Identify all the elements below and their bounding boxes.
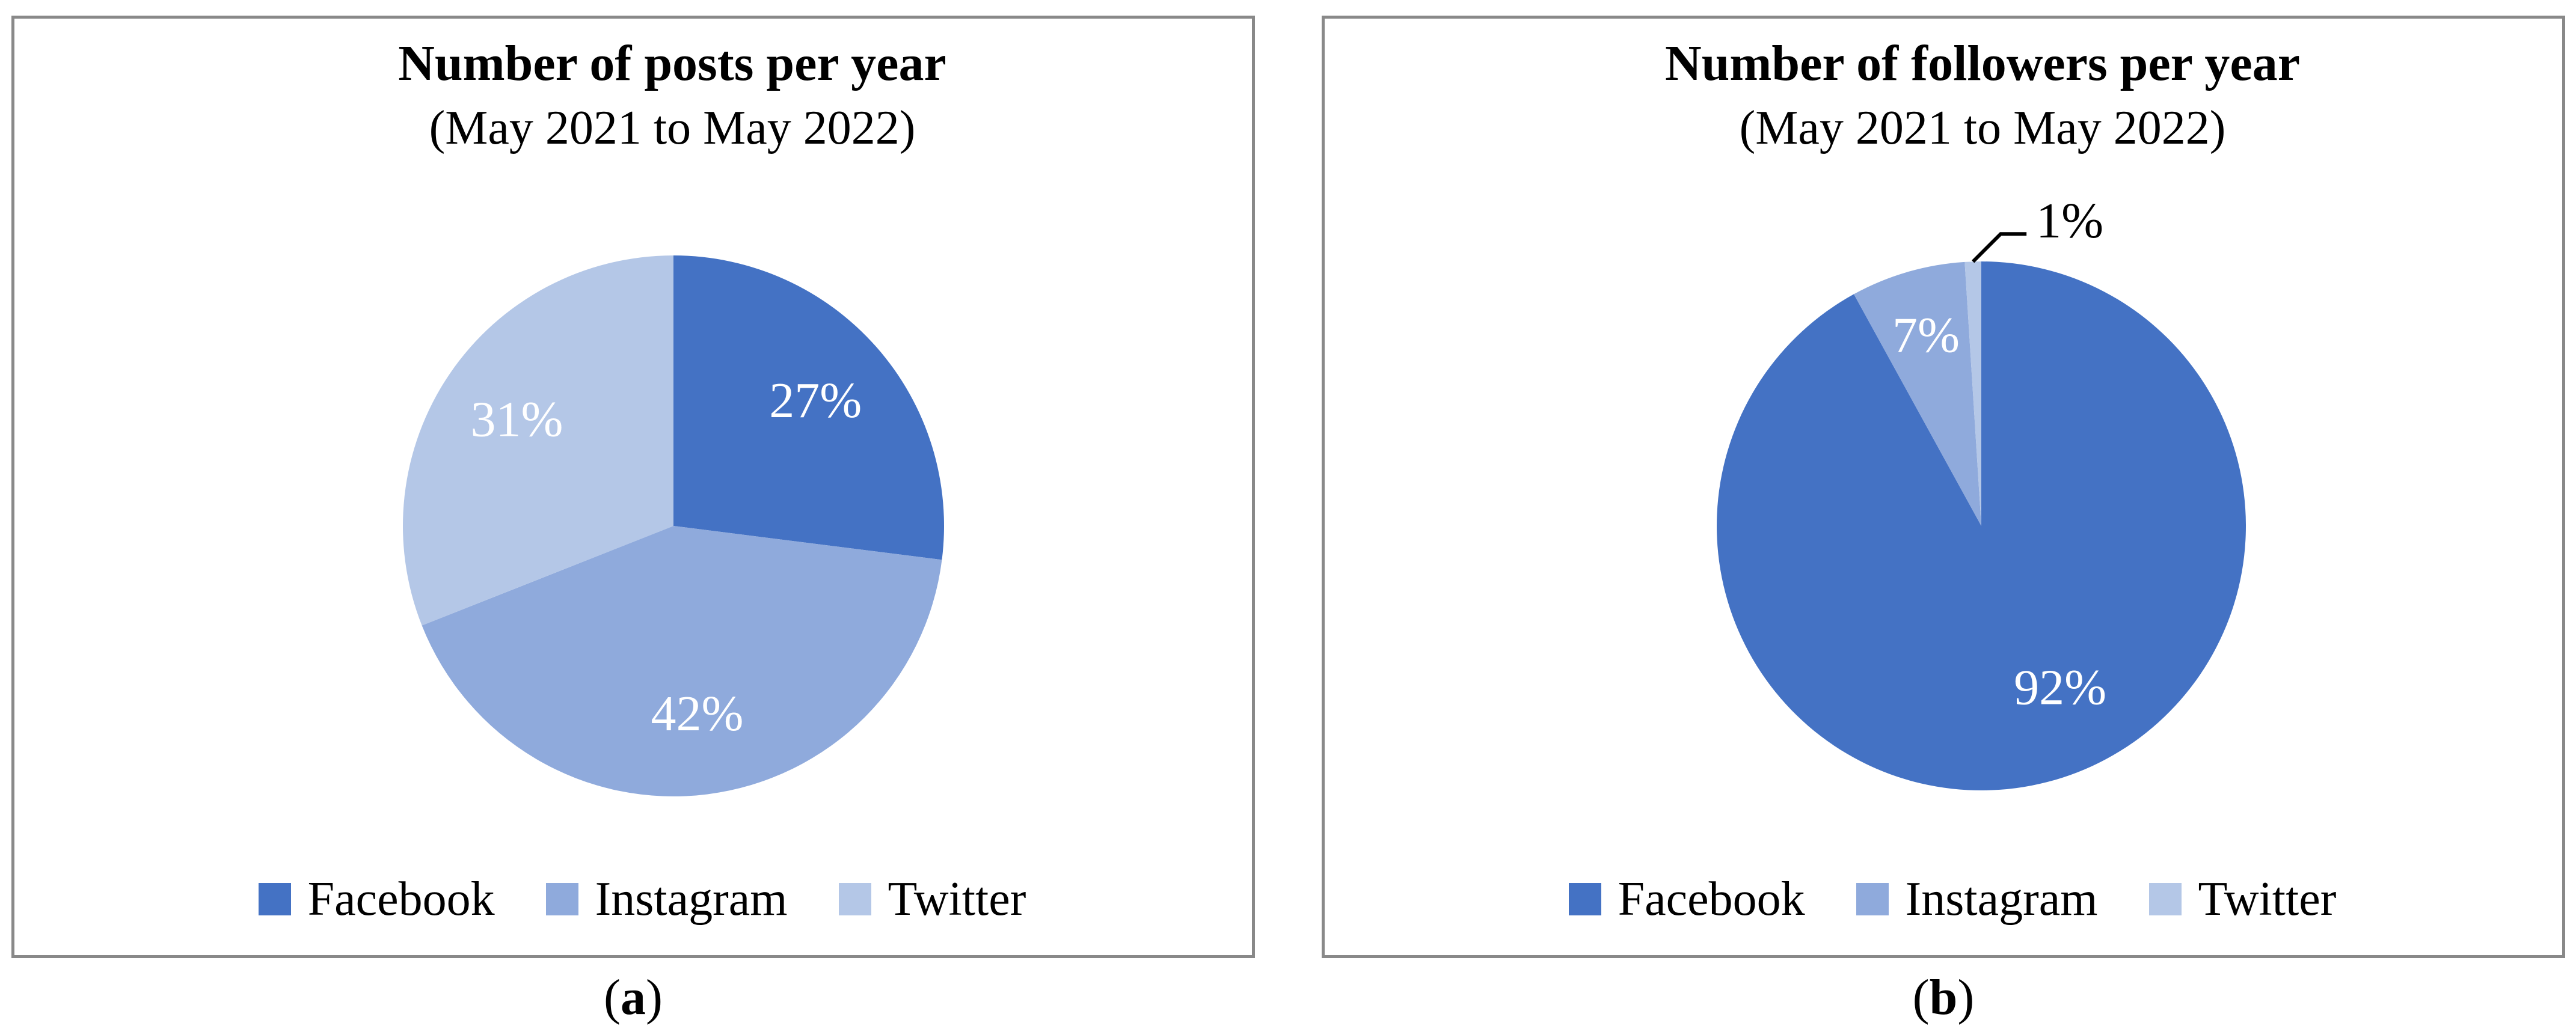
legend-item-twitter: Twitter (2148, 872, 2337, 926)
legend-label-facebook: Facebook (1618, 873, 1805, 926)
pie-slice-instagram (422, 526, 942, 796)
followers-chart-panel: Number of followers per year (May 2021 t… (1322, 16, 2565, 958)
legend-item-instagram: Instagram (1856, 872, 2098, 926)
legend-swatch-instagram (1856, 883, 1889, 915)
legend-swatch-facebook (1568, 883, 1601, 915)
callout-leader-line-twitter (1972, 232, 2027, 263)
legend-item-facebook: Facebook (1568, 872, 1805, 926)
caption-letter-b: b (1929, 969, 1958, 1025)
caption-paren-open: ( (1912, 969, 1930, 1025)
pie-slice-instagram (1854, 261, 1981, 526)
legend-label-instagram: Instagram (1905, 873, 2098, 926)
posts-pie-chart: 27% 42% 31% (402, 255, 944, 796)
subfigure-caption-a: (a) (11, 966, 1255, 1029)
data-label-facebook: 27% (769, 373, 862, 429)
followers-chart-title: Number of followers per year (1665, 35, 2300, 91)
data-label-twitter: 31% (470, 391, 563, 447)
data-label-instagram: 42% (651, 686, 743, 742)
followers-chart-legend: Facebook Instagram Twitter (1325, 872, 2562, 926)
data-label-instagram: 7% (1892, 308, 1960, 364)
legend-label-facebook: Facebook (307, 873, 495, 926)
legend-label-twitter: Twitter (888, 873, 1026, 926)
data-label-twitter: 1% (2036, 201, 2103, 249)
pie-slice-facebook (673, 255, 944, 560)
data-label-facebook: 92% (2014, 659, 2106, 715)
legend-swatch-instagram (545, 883, 578, 915)
pie-slice-twitter (1964, 261, 1981, 526)
posts-chart-legend: Facebook Instagram Twitter (14, 872, 1252, 926)
followers-pie-chart: 92% 7% 1% (1717, 201, 2246, 790)
caption-letter-a: a (621, 969, 646, 1025)
legend-label-twitter: Twitter (2198, 873, 2337, 926)
followers-chart-subtitle: (May 2021 to May 2022) (1739, 102, 2226, 154)
posts-chart-panel: Number of posts per year (May 2021 to Ma… (11, 16, 1255, 958)
legend-swatch-twitter (838, 883, 871, 915)
legend-swatch-facebook (258, 883, 291, 915)
subfigure-caption-b: (b) (1322, 966, 2565, 1029)
posts-chart-title: Number of posts per year (398, 35, 946, 91)
pie-slice-twitter (402, 255, 673, 626)
posts-chart-subtitle: (May 2021 to May 2022) (429, 102, 916, 154)
legend-item-twitter: Twitter (838, 872, 1026, 926)
caption-paren-open: ( (604, 969, 621, 1025)
caption-paren-close: ) (646, 969, 663, 1025)
caption-paren-close: ) (1957, 969, 1975, 1025)
legend-item-instagram: Instagram (545, 872, 788, 926)
legend-label-instagram: Instagram (595, 873, 788, 926)
legend-item-facebook: Facebook (258, 872, 495, 926)
legend-swatch-twitter (2148, 883, 2182, 915)
